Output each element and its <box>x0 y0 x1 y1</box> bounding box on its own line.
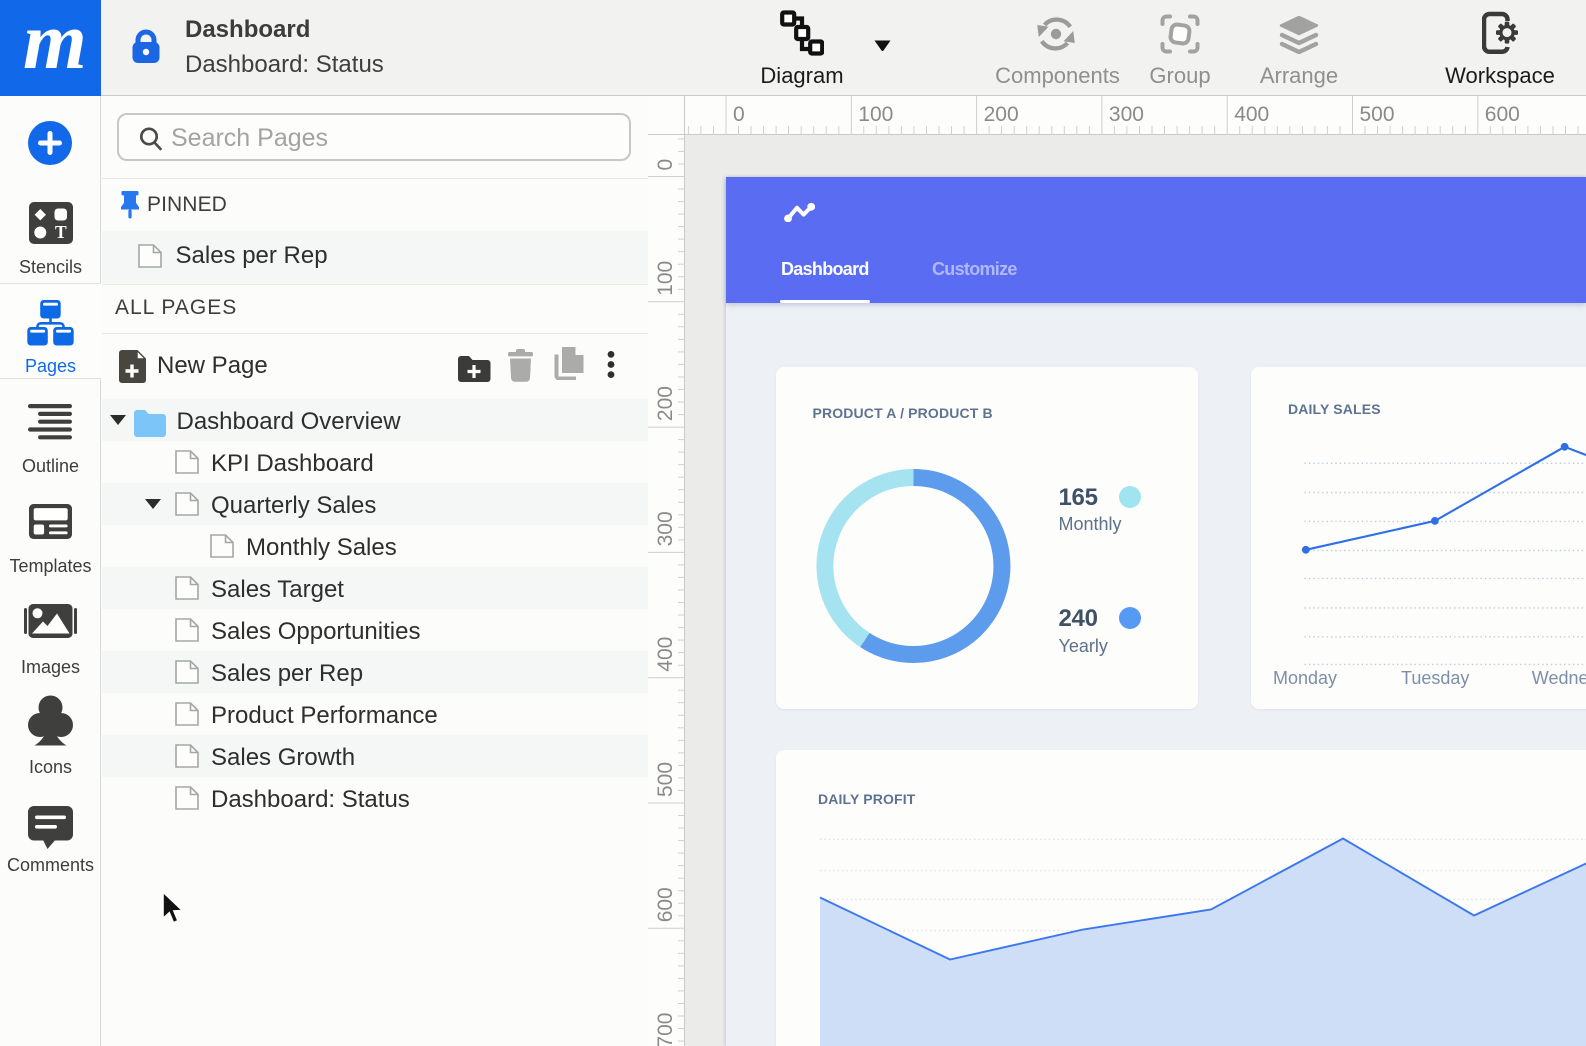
svg-text:700: 700 <box>654 1013 677 1046</box>
svg-text:200: 200 <box>654 386 677 421</box>
svg-text:600: 600 <box>1485 103 1520 126</box>
svg-text:0: 0 <box>654 159 677 171</box>
svg-text:300: 300 <box>654 511 677 546</box>
svg-text:100: 100 <box>654 261 677 296</box>
svg-text:100: 100 <box>858 103 893 126</box>
svg-text:300: 300 <box>1109 103 1144 126</box>
svg-text:0: 0 <box>733 103 745 126</box>
svg-text:400: 400 <box>1234 103 1269 126</box>
svg-text:400: 400 <box>654 637 677 672</box>
svg-text:200: 200 <box>984 103 1019 126</box>
svg-text:500: 500 <box>1360 103 1395 126</box>
svg-text:500: 500 <box>654 762 677 797</box>
svg-text:T: T <box>54 222 66 242</box>
svg-text:600: 600 <box>654 887 677 922</box>
